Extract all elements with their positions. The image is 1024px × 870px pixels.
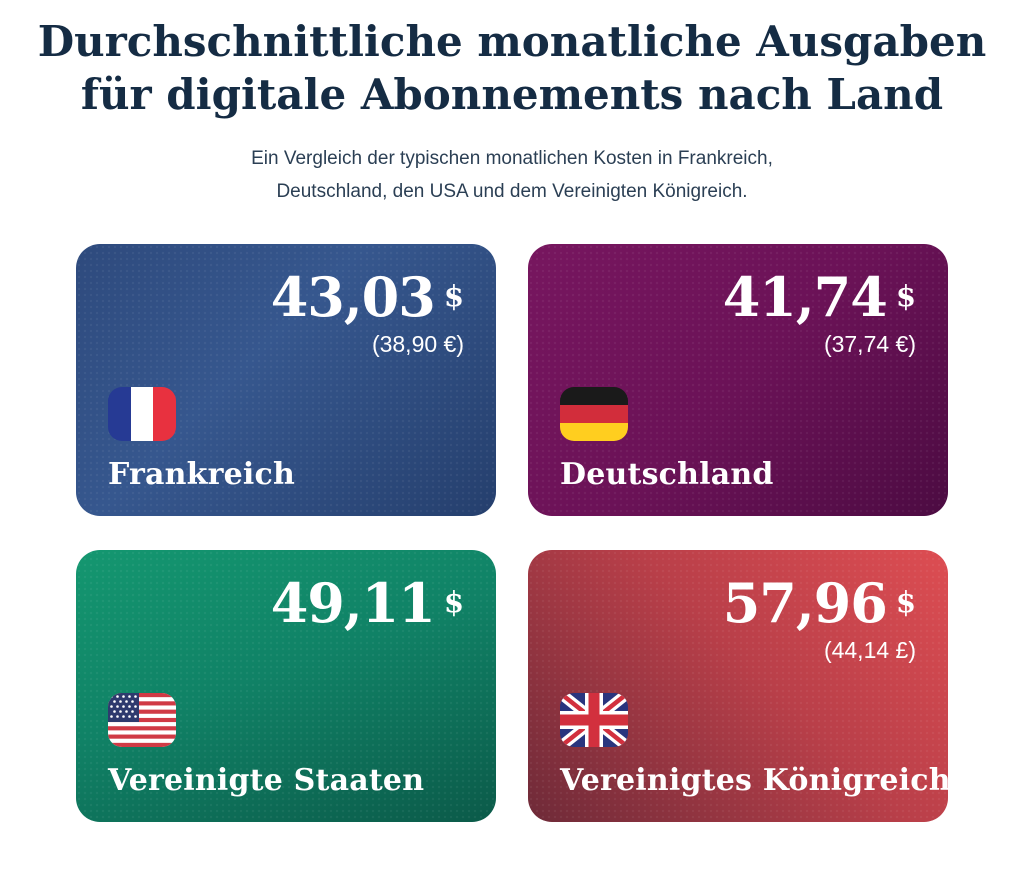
card-bottom: Frankreich bbox=[108, 386, 464, 493]
country-label: Deutschland bbox=[560, 456, 774, 492]
page-title: Durchschnittliche monatliche Ausgaben fü… bbox=[0, 16, 1024, 122]
page-subtitle-line2: Deutschland, den USA und dem Vereinigten… bbox=[276, 181, 748, 203]
price-amount: 43,03 bbox=[270, 265, 436, 330]
france-flag-icon bbox=[108, 386, 176, 441]
price-amount: 41,74 bbox=[722, 265, 888, 330]
page-root: Durchschnittliche monatliche Ausgaben fü… bbox=[0, 0, 1024, 823]
price-row: 49,11 $ bbox=[108, 576, 464, 630]
local-amount: (37,74 €) bbox=[823, 331, 916, 358]
price-amount: 49,11 bbox=[270, 571, 436, 636]
local-amount: (38,90 €) bbox=[371, 331, 464, 358]
price-block: 41,74 $ (37,74 €) bbox=[560, 270, 916, 359]
country-cards-grid: 43,03 $ (38,90 €) Frankreich bbox=[76, 244, 948, 823]
card-uk: 57,96 $ (44,14 £) Vereinigtes Königreich bbox=[528, 550, 948, 823]
country-label: Vereinigte Staaten bbox=[108, 762, 425, 798]
page-subtitle-line1: Ein Vergleich der typischen monatlichen … bbox=[251, 147, 773, 169]
germany-flag-icon bbox=[560, 386, 628, 441]
card-france: 43,03 $ (38,90 €) Frankreich bbox=[76, 244, 496, 517]
page-title-line2: für digitale Abonnements nach Land bbox=[80, 69, 944, 119]
country-label: Frankreich bbox=[108, 456, 295, 492]
card-bottom: Vereinigte Staaten bbox=[108, 692, 464, 799]
country-label: Vereinigtes Königreich bbox=[560, 762, 948, 798]
uk-flag-icon bbox=[560, 692, 628, 747]
price-amount: 57,96 bbox=[722, 571, 888, 636]
price-row: 41,74 $ bbox=[560, 270, 916, 324]
price-block: 49,11 $ bbox=[108, 576, 464, 630]
dollar-sign: $ bbox=[443, 584, 464, 619]
price-block: 43,03 $ (38,90 €) bbox=[108, 270, 464, 359]
usa-flag-icon bbox=[108, 692, 176, 747]
card-bottom: Deutschland bbox=[560, 386, 916, 493]
price-block: 57,96 $ (44,14 £) bbox=[560, 576, 916, 665]
local-amount: (44,14 £) bbox=[823, 637, 916, 664]
dollar-sign: $ bbox=[443, 278, 464, 313]
page-title-line1: Durchschnittliche monatliche Ausgaben bbox=[37, 17, 987, 66]
page-subtitle: Ein Vergleich der typischen monatlichen … bbox=[0, 142, 1024, 209]
card-usa: 49,11 $ bbox=[76, 550, 496, 823]
price-row: 57,96 $ bbox=[560, 576, 916, 630]
dollar-sign: $ bbox=[895, 584, 916, 619]
dollar-sign: $ bbox=[895, 278, 916, 313]
price-row: 43,03 $ bbox=[108, 270, 464, 324]
header: Durchschnittliche monatliche Ausgaben fü… bbox=[0, 0, 1024, 208]
card-germany: 41,74 $ (37,74 €) Deutschland bbox=[528, 244, 948, 517]
card-bottom: Vereinigtes Königreich bbox=[560, 692, 948, 799]
